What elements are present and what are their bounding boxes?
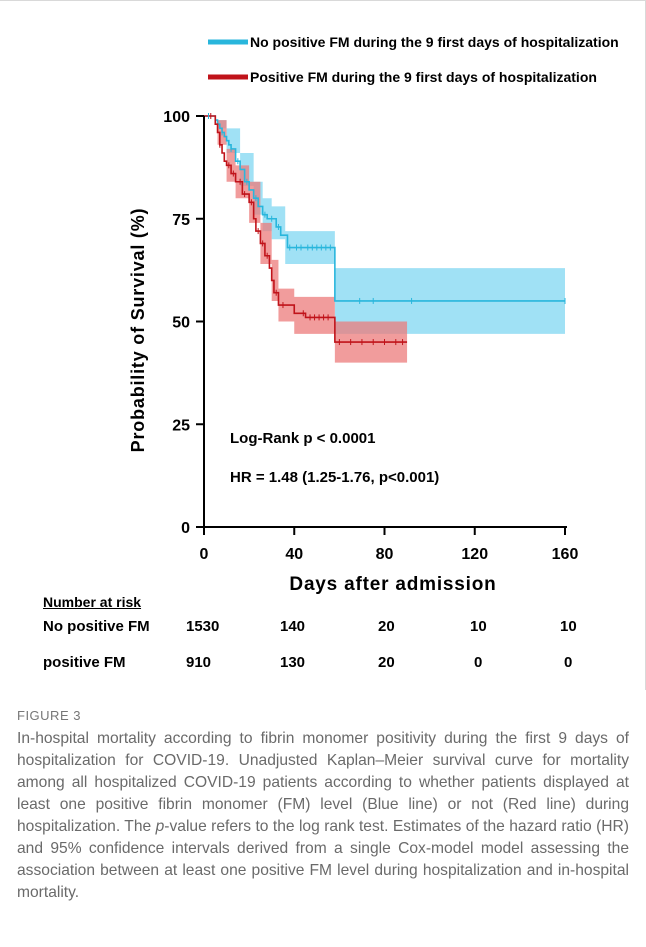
risk-row-label: positive FM: [43, 654, 126, 671]
legend-label-positive-fm: Positive FM during the 9 first days of h…: [250, 69, 597, 85]
x-tick-label: 160: [552, 546, 579, 563]
risk-table-title: Number at risk: [43, 594, 142, 610]
ci-band-no-positive-fm: [204, 116, 565, 334]
risk-cell: 20: [378, 654, 395, 671]
risk-cell: 140: [280, 618, 306, 635]
x-tick-label: 40: [285, 546, 303, 563]
y-tick-label: 0: [181, 520, 190, 537]
figure-label: FIGURE 3: [17, 708, 81, 723]
risk-cell: 130: [280, 654, 306, 671]
caption-text-part: In-hospital mortality according to fibri…: [17, 730, 629, 835]
y-axis-title: Probability of Survival (%): [128, 208, 148, 453]
figure-caption: In-hospital mortality according to fibri…: [17, 728, 629, 904]
survival-line-no-positive-fm: [204, 115, 565, 302]
risk-cell: 910: [186, 654, 212, 671]
figure-frame-top: [0, 0, 646, 1]
legend-label-no-positive-fm: No positive FM during the 9 first days o…: [250, 34, 619, 50]
risk-cell: 10: [470, 618, 487, 635]
risk-cell: 1530: [186, 618, 220, 635]
y-tick-label: 100: [163, 109, 190, 126]
risk-cell: 0: [474, 654, 483, 671]
risk-cell: 20: [378, 618, 395, 635]
y-tick-label: 75: [172, 212, 190, 229]
risk-cell: 0: [564, 654, 573, 671]
x-tick-label: 120: [461, 546, 488, 563]
log-rank-annotation: Log-Rank p < 0.0001: [230, 430, 375, 447]
x-tick-label: 80: [376, 546, 394, 563]
y-tick-label: 50: [172, 315, 190, 332]
hazard-ratio-annotation: HR = 1.48 (1.25-1.76, p<0.001): [230, 469, 439, 486]
x-tick-label: 0: [200, 546, 209, 563]
caption-p-italic: p: [155, 818, 165, 835]
y-tick-label: 25: [172, 417, 190, 434]
x-axis-title: Days after admission: [289, 574, 496, 595]
caption-text-part: -value refers to the log rank test. Esti…: [17, 818, 629, 901]
risk-cell: 10: [560, 618, 577, 635]
risk-row-label: No positive FM: [43, 618, 150, 635]
survival-chart: 0 25 50 75 100 0 40 80 120 160 Days after admissio…: [128, 34, 619, 595]
survival-line-positive-fm: [204, 115, 408, 343]
